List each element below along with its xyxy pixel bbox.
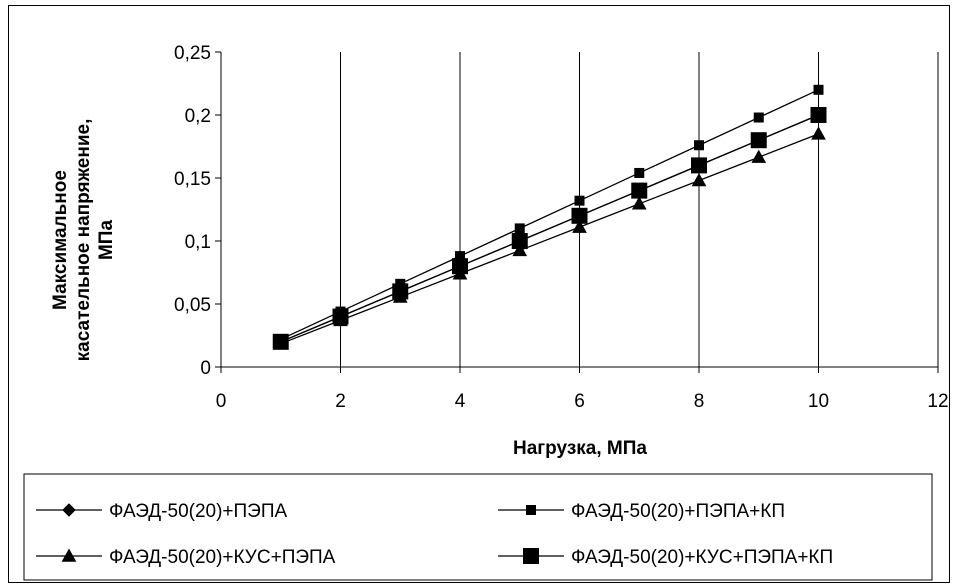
legend-item-1: ФАЭД-50(20)+ПЭПА [36, 501, 287, 522]
y-axis-title-line-2: касательное напряжение, [73, 119, 94, 362]
data-point-square-large [691, 157, 707, 174]
legend-marker-square-large [523, 548, 539, 564]
data-point-square-small [694, 140, 704, 151]
series-layer [272, 84, 827, 350]
legend-marker-triangle [61, 548, 77, 562]
x-tick-label: 0 [216, 391, 227, 412]
data-point-square-small [753, 112, 764, 123]
series-line [280, 133, 819, 345]
legend-label: ФАЭД-50(20)+КУС+ПЭПА [109, 547, 336, 568]
data-point-square-large [392, 283, 409, 300]
y-tick-label: 0,15 [174, 169, 211, 190]
x-axis-title: Нагрузка, МПа [513, 438, 647, 459]
x-tick-label: 8 [694, 391, 705, 412]
data-point-triangle [512, 242, 528, 257]
data-point-square-small [634, 167, 645, 178]
x-tick-label: 6 [574, 391, 585, 412]
y-axis-title-line-1: Максимальное [50, 170, 71, 310]
y-tick-label: 0,05 [174, 295, 211, 316]
data-point-square-large [452, 258, 468, 275]
series-line [280, 114, 819, 343]
legend-marker-square-small [526, 505, 536, 515]
legend-label: ФАЭД-50(20)+КУС+ПЭПА+КП [571, 547, 833, 568]
legend: ФАЭД-50(20)+ПЭПА ФАЭД-50(20)+ПЭПА+КП ФАЭД-… [36, 501, 833, 568]
legend-label: ФАЭД-50(20)+ПЭПА+КП [571, 501, 785, 522]
x-tick-label: 10 [808, 391, 829, 412]
series-line [280, 89, 819, 340]
data-point-square-large [571, 207, 588, 224]
legend-marker-diamond [62, 503, 76, 517]
x-tick-labels: 0 2 4 6 8 10 12 [216, 391, 949, 412]
data-point-square-small [813, 84, 824, 95]
data-point-square-large [272, 333, 289, 350]
legend-item-2: ФАЭД-50(20)+ПЭПА+КП [498, 501, 785, 522]
x-tick-label: 12 [927, 391, 948, 412]
data-point-square-large [750, 132, 767, 149]
x-tick-label: 2 [335, 391, 346, 412]
y-tick-label: 0,25 [174, 43, 211, 64]
data-point-triangle [631, 196, 647, 210]
axes-layer [215, 51, 939, 373]
series-4 [272, 107, 827, 350]
data-point-square-large [332, 308, 349, 325]
legend-label: ФАЭД-50(20)+ПЭПА [109, 501, 287, 522]
y-tick-labels: 0 0,05 0,1 0,15 0,2 0,25 [174, 43, 211, 379]
legend-box [23, 473, 933, 581]
y-tick-label: 0,2 [185, 106, 211, 127]
legend-item-4: ФАЭД-50(20)+КУС+ПЭПА+КП [498, 547, 833, 568]
y-axis-title-line-3: МПа [96, 220, 117, 260]
data-point-triangle [691, 172, 707, 187]
data-point-square-small [514, 223, 525, 234]
data-point-triangle [572, 219, 587, 233]
legend-item-3: ФАЭД-50(20)+КУС+ПЭПА [36, 547, 336, 568]
data-point-triangle [811, 126, 826, 140]
data-point-square-large [511, 233, 528, 249]
data-point-square-large [810, 107, 827, 123]
y-axis-title: Максимальное касательное напряжение, МПа [50, 119, 117, 362]
data-point-square-small [574, 195, 585, 206]
data-point-square-large [631, 182, 648, 199]
y-tick-label: 0 [200, 358, 211, 379]
data-point-triangle [751, 149, 767, 163]
x-tick-label: 4 [455, 391, 466, 412]
y-tick-label: 0,1 [185, 232, 211, 253]
